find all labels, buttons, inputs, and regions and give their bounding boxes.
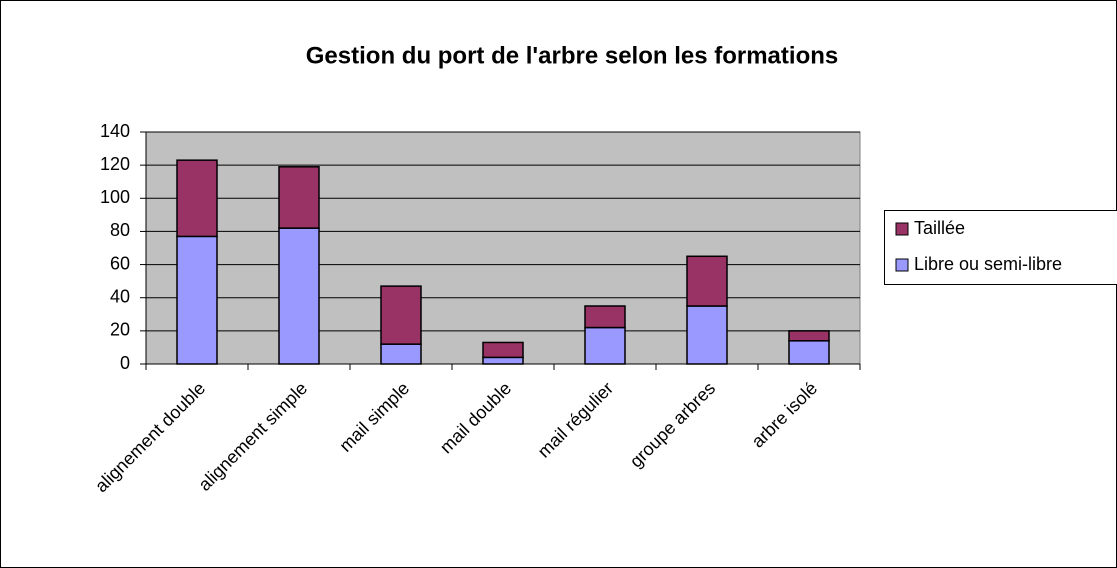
y-tick-label: 60 — [110, 253, 130, 273]
y-tick-label: 0 — [120, 353, 130, 373]
y-tick-label: 20 — [110, 320, 130, 340]
plot-area — [145, 131, 861, 365]
legend-swatch — [895, 222, 909, 236]
bar-segment — [278, 227, 320, 365]
bar-segment — [380, 285, 422, 345]
bar-segment — [278, 166, 320, 229]
bar-segment — [788, 330, 830, 342]
bar-segment — [686, 305, 728, 365]
bar-segment — [482, 341, 524, 359]
legend-label: Libre ou semi-libre — [914, 254, 1062, 274]
bar-segment — [482, 356, 524, 365]
bar-segment — [788, 340, 830, 365]
chart-title: Gestion du port de l'arbre selon les for… — [306, 42, 838, 69]
bar-segment — [176, 235, 218, 365]
bar-segment — [584, 326, 626, 365]
bar-segment — [686, 255, 728, 307]
legend-swatch — [895, 258, 909, 272]
y-tick-label: 120 — [100, 154, 130, 174]
bar-segment — [176, 159, 218, 238]
bar-segment — [584, 305, 626, 329]
legend-box — [884, 210, 1117, 285]
y-tick-label: 140 — [100, 121, 130, 141]
y-tick-label: 100 — [100, 187, 130, 207]
bar-segment — [380, 343, 422, 365]
y-tick-label: 80 — [110, 220, 130, 240]
legend-label: Taillée — [914, 218, 965, 238]
y-tick-label: 40 — [110, 286, 130, 306]
